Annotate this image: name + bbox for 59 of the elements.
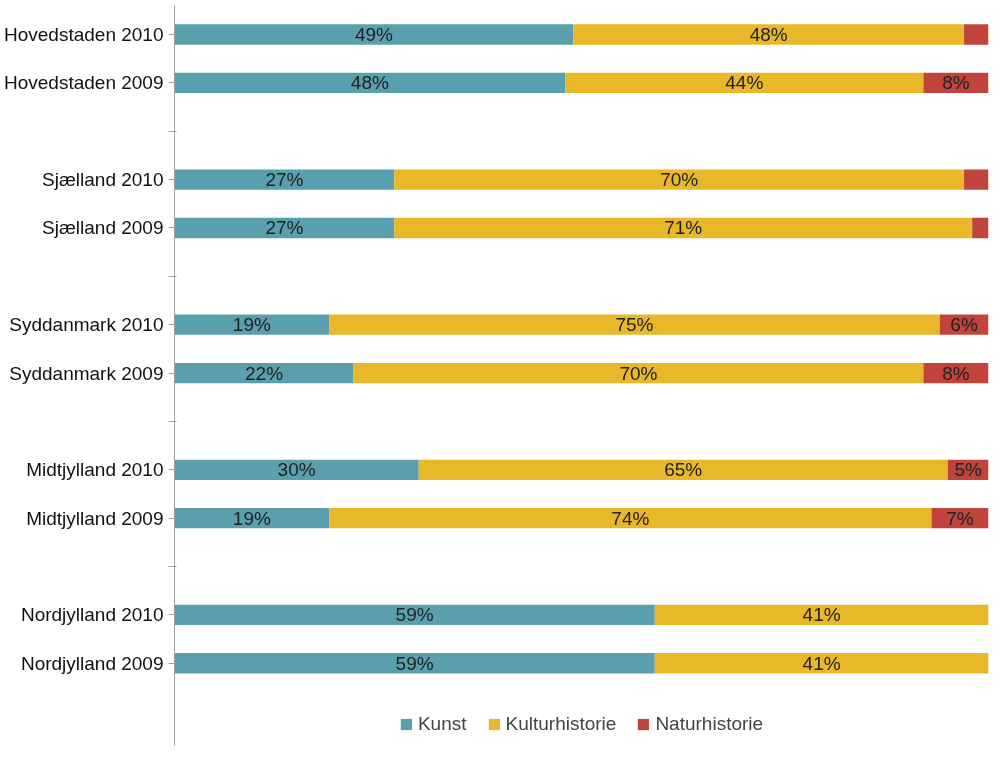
bar [573, 24, 965, 45]
legend-label: Kulturhistorie [505, 713, 617, 735]
data-label: 8% [942, 362, 970, 384]
bar [174, 604, 655, 626]
bar [565, 72, 924, 94]
bar [174, 72, 566, 94]
data-label: 70% [619, 362, 658, 384]
data-label: 44% [725, 72, 764, 94]
y-tick-label: Sjælland 2009 [42, 217, 164, 239]
data-label: 59% [395, 604, 434, 626]
data-label: 48% [350, 72, 389, 94]
bar [394, 169, 965, 190]
data-label: 41% [802, 652, 841, 674]
bar [654, 604, 989, 626]
data-label: 27% [265, 217, 304, 239]
bar [174, 169, 395, 190]
data-label: 71% [664, 217, 703, 239]
y-tick-label: Midtjylland 2009 [26, 507, 164, 529]
data-label: 30% [277, 459, 316, 481]
bar [418, 459, 948, 480]
data-label: 5% [954, 459, 982, 481]
data-label: 41% [802, 604, 841, 626]
bar [964, 24, 989, 45]
y-tick-label: Sjælland 2010 [42, 169, 164, 191]
data-label: 22% [245, 362, 284, 384]
data-label: 65% [664, 459, 703, 481]
data-label: 27% [265, 169, 304, 191]
bar [174, 459, 419, 480]
data-label: 6% [950, 314, 978, 336]
y-tick-label: Syddanmark 2009 [9, 362, 164, 384]
data-label: 48% [749, 24, 788, 46]
data-label: 74% [611, 507, 650, 529]
data-label: 8% [942, 72, 970, 94]
bar [394, 217, 973, 239]
bar [174, 24, 574, 45]
y-tick-label: Hovedstaden 2009 [3, 72, 164, 94]
bar [174, 653, 655, 674]
bar [654, 653, 989, 674]
data-label: 70% [660, 169, 699, 191]
legend-label: Kunst [417, 713, 467, 735]
bar [329, 314, 940, 335]
data-label: 19% [232, 314, 271, 336]
legend-label: Naturhistorie [655, 713, 764, 735]
y-tick-label: Syddanmark 2010 [9, 314, 164, 336]
data-label: 7% [946, 507, 974, 529]
bar [972, 217, 989, 239]
y-tick-label: Hovedstaden 2010 [3, 24, 164, 46]
bar [174, 217, 395, 239]
data-label: 49% [354, 24, 394, 46]
data-label: 59% [395, 652, 434, 674]
y-tick-label: Nordjylland 2009 [20, 652, 164, 674]
data-label: 19% [232, 507, 271, 529]
bar [329, 508, 932, 529]
y-tick-label: Nordjylland 2010 [20, 604, 164, 626]
bar [353, 362, 924, 384]
y-tick-label: Midtjylland 2010 [26, 459, 164, 481]
bar [964, 169, 989, 190]
bar [174, 362, 354, 384]
data-label: 75% [615, 314, 654, 336]
